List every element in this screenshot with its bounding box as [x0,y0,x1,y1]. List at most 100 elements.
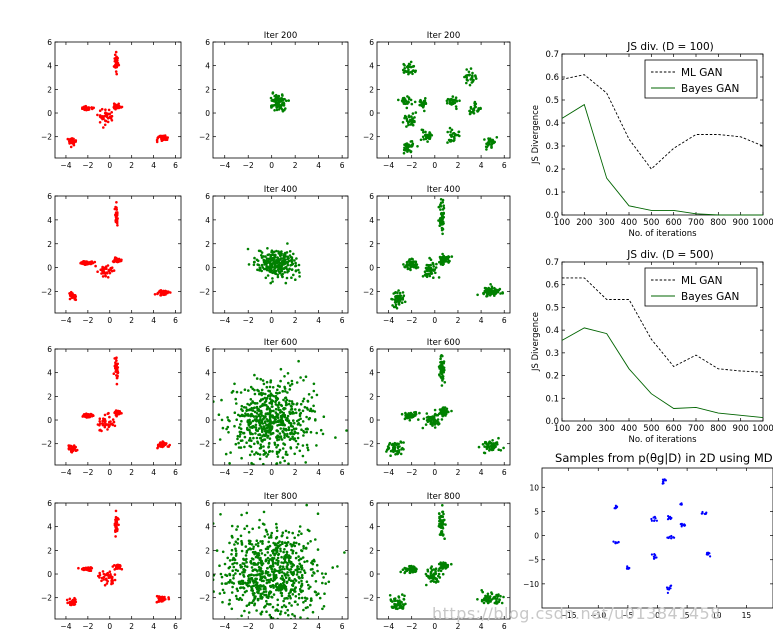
point [275,412,279,416]
point [277,423,281,427]
point [239,427,243,431]
point [408,418,412,422]
point [251,569,254,572]
y-tick-label: 0.4 [545,119,559,129]
point [272,541,275,545]
point [267,540,271,544]
y-tick-label: −2 [199,594,210,603]
y-tick-label: 2 [205,546,210,555]
point [303,431,306,434]
y-tick-label: −2 [363,440,374,449]
point [103,123,107,127]
point [401,291,405,294]
point [395,297,399,300]
x-tick-label: 2 [129,468,134,477]
point [410,140,414,143]
point [297,581,301,584]
point [308,416,312,420]
point [279,427,283,430]
point [298,525,302,528]
point [294,595,298,598]
point [495,599,498,603]
point [118,564,122,567]
point [234,547,237,551]
point [469,67,473,70]
point [245,524,249,528]
point [447,410,450,414]
point [441,409,444,412]
point [668,517,671,520]
point [260,254,263,257]
point [265,434,268,437]
legend-box [644,59,758,99]
x-tick-label: 0 [432,316,437,325]
point [402,441,405,444]
point [440,373,444,376]
point [258,558,262,561]
point [114,62,118,65]
point [299,376,302,379]
point [259,587,262,591]
point [261,575,264,578]
point [324,572,328,576]
point [444,523,447,526]
point [306,408,310,411]
point [292,541,296,544]
point [286,372,290,375]
point [68,597,72,601]
x-tick-label: 4 [479,161,484,170]
point [86,262,90,265]
point [256,263,260,266]
y-tick-label: 5 [534,507,539,516]
point [291,551,295,555]
x-tick-label: 4 [151,316,156,325]
point [432,265,436,268]
point [405,260,409,264]
point [74,298,78,302]
point [403,566,407,570]
point [219,572,223,576]
point [423,101,426,104]
point [264,255,267,258]
point [282,427,286,431]
point [276,598,280,602]
x-tick-label: 2 [456,622,461,631]
plot-border [212,502,349,620]
point [298,562,302,566]
point [108,424,111,428]
point [301,420,305,423]
point [297,558,301,562]
point [275,106,279,109]
point [114,70,118,73]
point [100,116,103,119]
point [253,602,257,605]
point [407,123,410,127]
x-tick-label: −2 [82,316,93,325]
point [413,263,417,266]
point [408,413,412,416]
point [705,511,708,514]
point [301,409,305,413]
point [425,268,429,272]
point [230,581,234,584]
point [278,540,281,543]
point [294,586,298,589]
x-tick-label: −4 [60,468,71,477]
y-tick-label: 0.5 [545,303,559,313]
point [421,426,425,430]
point [265,265,269,268]
point [277,263,281,266]
point [106,428,109,431]
point [304,461,308,464]
point [233,411,237,415]
point [292,581,296,585]
point [273,575,276,579]
point [272,571,276,574]
point [468,112,472,116]
point [226,556,229,560]
point [265,257,269,261]
point [118,567,122,570]
point [297,542,301,546]
point [255,553,259,557]
point [265,262,268,266]
